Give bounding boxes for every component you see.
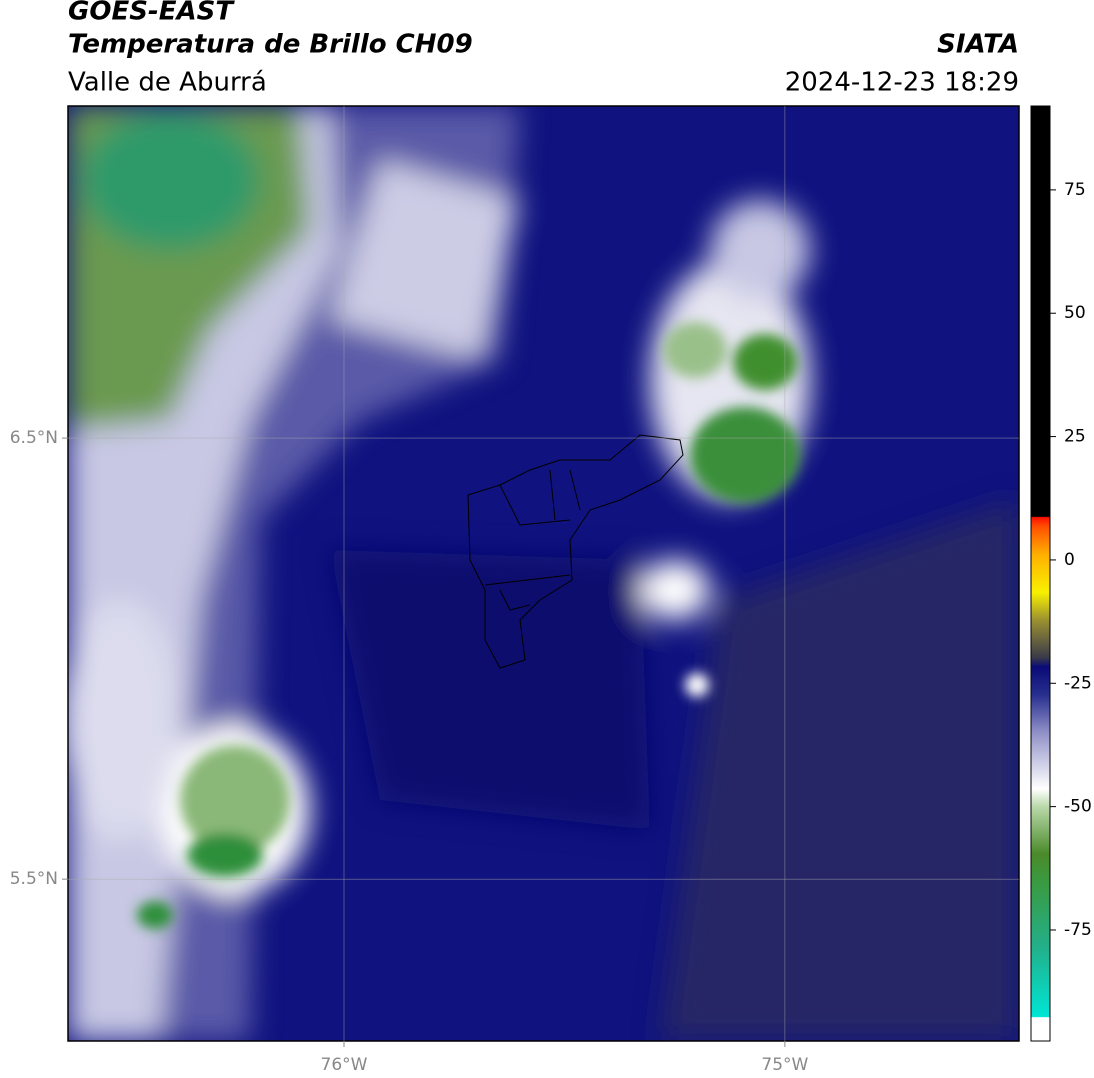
y-tick-label: 6.5°N (10, 428, 58, 448)
municipal-boundaries (467, 434, 684, 669)
title: GOES-EAST (68, 0, 235, 27)
colorbar-tick-label: -75 (1064, 920, 1092, 940)
colorbar (1030, 105, 1051, 1042)
region: Valle de Aburrá (68, 68, 267, 98)
colorbar-tick-label: -50 (1064, 797, 1092, 817)
y-tick-label: 5.5°N (10, 869, 58, 889)
datetime: 2024-12-23 18:29 (785, 68, 1019, 98)
subtitle: Temperatura de Brillo CH09 (68, 30, 473, 60)
x-tick-label: 75°W (761, 1055, 808, 1075)
colorbar-tick-label: 50 (1064, 303, 1086, 323)
colorbar-tick-label: 0 (1064, 550, 1075, 570)
satellite-image (68, 106, 1019, 1041)
colorbar-tick-label: 25 (1064, 427, 1086, 447)
x-tick-label: 76°W (321, 1055, 368, 1075)
map-frame (67, 105, 1020, 1042)
colorbar-tick-label: -25 (1064, 673, 1092, 693)
source: SIATA (937, 30, 1019, 60)
colorbar-tick-label: 75 (1064, 180, 1086, 200)
